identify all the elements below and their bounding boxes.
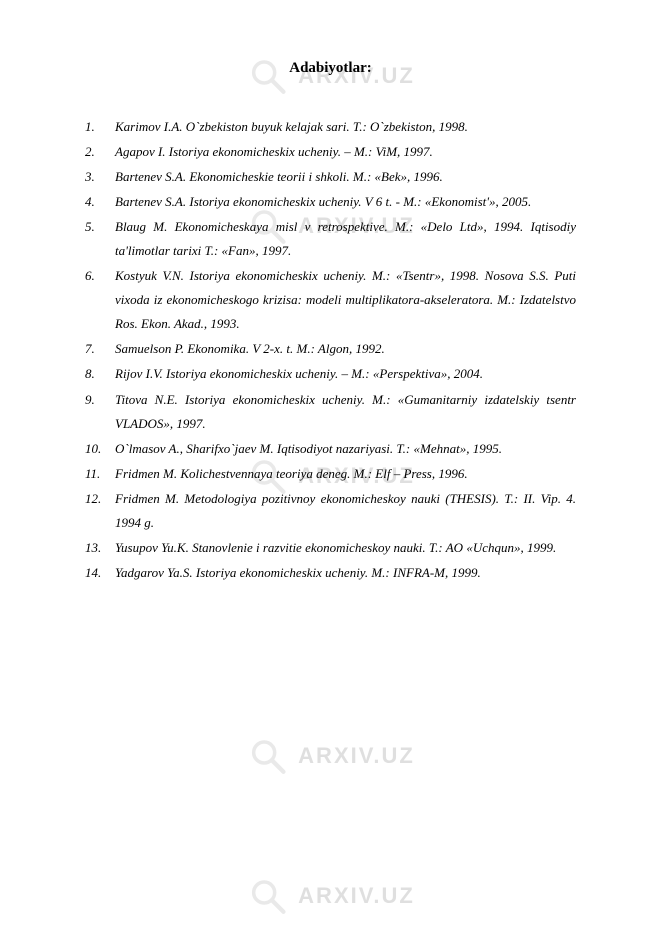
watermark: ARXIV.UZ <box>246 875 415 917</box>
magnifier-icon <box>246 875 288 917</box>
reference-item: Karimov I.A. O`zbekiston buyuk kelajak s… <box>85 115 576 139</box>
reference-item: Fridmen M. Metodologiya pozitivnoy ekono… <box>85 487 576 535</box>
watermark: ARXIV.UZ <box>246 735 415 777</box>
reference-item: Bartenev S.A. Istoriya ekonomicheskix uc… <box>85 190 576 214</box>
reference-item: Fridmen M. Kolichestvennaya teoriya dene… <box>85 462 576 486</box>
reference-item: Agapov I. Istoriya ekonomicheskix ucheni… <box>85 140 576 164</box>
magnifier-icon <box>246 735 288 777</box>
reference-item: Blaug M. Ekonomicheskaya misl v retrospe… <box>85 215 576 263</box>
reference-item: O`lmasov A., Sharifxo`jaev M. Iqtisodiyo… <box>85 437 576 461</box>
reference-item: Kostyuk V.N. Istoriya ekonomicheskix uch… <box>85 264 576 336</box>
page-title: Adabiyotlar: <box>85 60 576 77</box>
references-list: Karimov I.A. O`zbekiston buyuk kelajak s… <box>85 115 576 585</box>
page-content: Adabiyotlar: Karimov I.A. O`zbekiston bu… <box>85 60 576 585</box>
reference-item: Bartenev S.A. Ekonomicheskie teorii i sh… <box>85 165 576 189</box>
reference-item: Samuelson P. Ekonomika. V 2-x. t. M.: Al… <box>85 337 576 361</box>
watermark-text: ARXIV.UZ <box>298 743 415 769</box>
reference-item: Yusupov Yu.K. Stanovlenie i razvitie eko… <box>85 536 576 560</box>
reference-item: Rijov I.V. Istoriya ekonomicheskix uchen… <box>85 362 576 386</box>
watermark-text: ARXIV.UZ <box>298 883 415 909</box>
reference-item: Titova N.E. Istoriya ekonomicheskix uche… <box>85 388 576 436</box>
reference-item: Yadgarov Ya.S. Istoriya ekonomicheskix u… <box>85 561 576 585</box>
